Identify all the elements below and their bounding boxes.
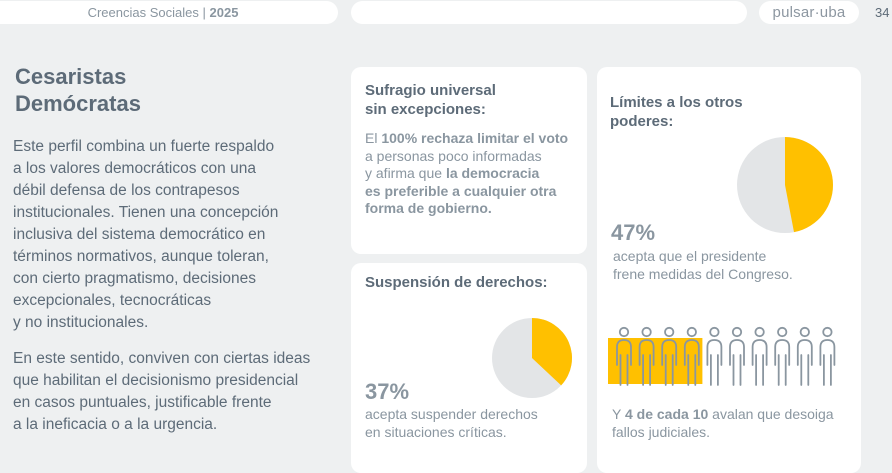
limites-card: Límites a los otros poderes: 47% acepta … [597, 67, 861, 473]
caption-line: acepta suspender derechos [365, 406, 538, 422]
paragraph-line: inclusiva del sistema democrático en [13, 226, 266, 243]
highlight-block [608, 338, 703, 384]
sufragio-body-line2: a personas poco informadas [365, 147, 542, 164]
person-icon [774, 326, 791, 386]
person-icon-highlighted [638, 326, 655, 386]
people-pictogram [608, 326, 836, 386]
limites-caption: acepta que el presidente frene medidas d… [613, 248, 793, 283]
intro-paragraph: Este perfil combina un fuerte respaldo a… [13, 136, 323, 334]
people-caption: Y 4 de cada 10 avalan que desoiga fallos… [612, 406, 834, 441]
paragraph-line: que habilitan el decisionismo presidenci… [13, 372, 299, 389]
body-bold: la democracia [445, 165, 540, 181]
body-text: y afirma que [365, 165, 446, 181]
paragraph-line: términos normativos, aunque toleran, [13, 248, 269, 265]
sufragio-title: Sufragio universal sin excepciones: [365, 81, 496, 119]
person-icon [729, 326, 745, 386]
suspension-pie-value-slice [532, 318, 572, 386]
paragraph-line: a la ineficacia o a la urgencia. [13, 416, 218, 433]
caption-text: avalan que desoiga [708, 406, 834, 422]
paragraph-line: con cierto pragmatismo, decisiones [13, 270, 256, 287]
sufragio-title-line2: sin excepciones: [365, 101, 486, 118]
header-year: 2025 [209, 5, 239, 20]
limites-title-line2: poderes: [610, 113, 674, 130]
paragraph-line: y no institucionales. [13, 314, 149, 331]
caption-text: Y [612, 406, 625, 422]
suspension-pie-chart [492, 318, 572, 398]
body-bold: 100% rechaza limitar el voto [381, 130, 569, 146]
sufragio-card: Sufragio universal sin excepciones: El 1… [351, 67, 587, 254]
paragraph-line: En este sentido, conviven con ciertas id… [13, 350, 311, 367]
sufragio-body-line5: forma de gobierno. [365, 200, 580, 218]
detail-paragraph: En este sentido, conviven con ciertas id… [13, 348, 323, 436]
page-title-line1: Cesaristas [15, 64, 127, 89]
person-icon [706, 326, 723, 386]
sufragio-title-line1: Sufragio universal [365, 82, 496, 99]
paragraph-line: institucionales. Tienen una concepción [13, 204, 279, 221]
people-caption-line2: fallos judiciales. [612, 423, 711, 440]
paragraph-line: Este perfil combina un fuerte respaldo [13, 138, 275, 155]
sufragio-body: El 100% rechaza limitar el voto a person… [365, 130, 580, 218]
sufragio-body-line3: y afirma que la democracia [365, 165, 580, 183]
limites-pie-chart [737, 137, 833, 233]
people-caption-line1: Y 4 de cada 10 avalan que desoiga [612, 406, 834, 424]
header-blank-pill [351, 1, 747, 24]
paragraph-line: excepcionales, tecnocráticas [13, 292, 212, 309]
person-icon-highlighted [683, 326, 700, 386]
brand-logo-text: pulsar·uba [772, 4, 846, 21]
suspension-caption: acepta suspender derechos en situaciones… [365, 406, 538, 441]
caption-line: en situaciones críticas. [365, 423, 507, 440]
limites-title: Límites a los otros poderes: [610, 93, 743, 131]
header-separator: | [202, 5, 206, 20]
suspension-card: Suspensión de derechos: 37% acepta suspe… [351, 263, 587, 473]
person-icon-highlighted [661, 326, 678, 386]
body-text: El [365, 130, 382, 146]
header-section-label: Creencias Sociales [87, 5, 199, 20]
suspension-percent: 37% [365, 379, 410, 404]
limites-title-line1: Límites a los otros [610, 94, 743, 111]
body-bold: forma de gobierno. [365, 200, 492, 216]
person-icon [819, 326, 836, 386]
person-icon [796, 326, 813, 386]
page-title-line2: Demócratas [15, 91, 141, 116]
paragraph-line: a los valores democráticos con una [13, 160, 256, 177]
person-icon-highlighted [616, 326, 632, 386]
caption-line: frene medidas del Congreso. [613, 265, 793, 282]
brand-logo: pulsar·uba [759, 1, 859, 24]
person-icon [751, 326, 768, 386]
paragraph-line: débil defensa de los contrapesos [13, 182, 240, 199]
suspension-title: Suspensión de derechos: [365, 274, 548, 291]
caption-bold: 4 de cada 10 [624, 406, 709, 422]
caption-line: acepta que el presidente [613, 248, 767, 264]
page-number: 34 [875, 5, 890, 20]
limites-pie-value-slice [785, 137, 833, 233]
sufragio-body-line4: es preferible a cualquier otra [365, 183, 580, 201]
sufragio-body-line1: El 100% rechaza limitar el voto [365, 130, 580, 148]
header-section-pill: Creencias Sociales | 2025 [0, 1, 338, 24]
body-bold: es preferible a cualquier otra [365, 182, 557, 199]
limites-percent: 47% [611, 220, 656, 245]
page-title: Cesaristas Demócratas [15, 63, 141, 117]
paragraph-line: en casos puntuales, justificable frente [13, 394, 272, 411]
